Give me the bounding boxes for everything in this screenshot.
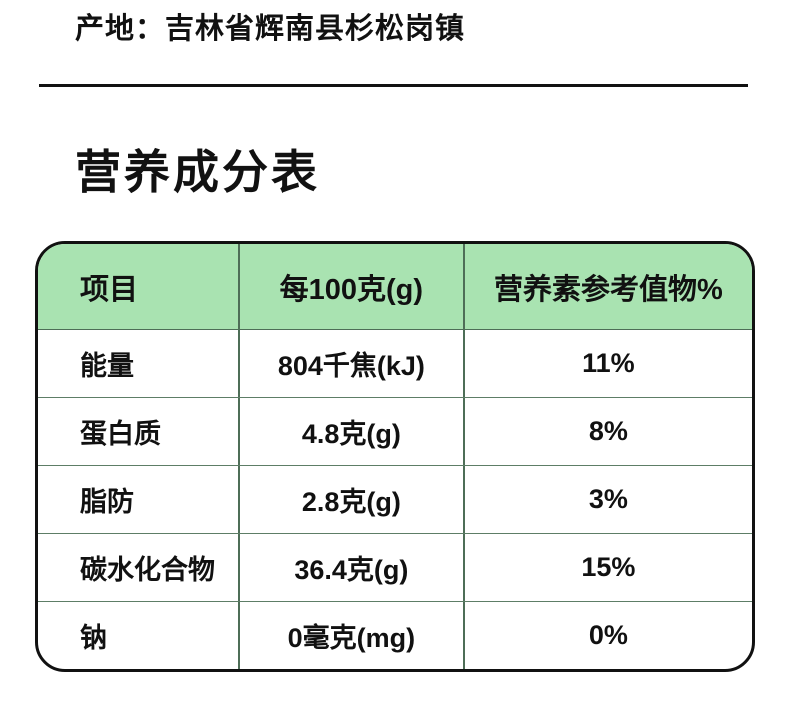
table-row-protein: 蛋白质 4.8克(g) 8% [38, 397, 752, 466]
cell-per100g: 4.8克(g) [237, 398, 463, 466]
table-row-sodium: 钠 0毫克(mg) 0% [38, 601, 752, 670]
header-cell-nrv: 营养素参考值物% [462, 244, 752, 330]
cell-item: 蛋白质 [80, 419, 161, 450]
cell-item: 能量 [80, 351, 134, 382]
cell-per100g: 36.4克(g) [237, 534, 463, 602]
cell-nrv: 3% [462, 466, 752, 534]
cell-nrv: 11% [462, 330, 752, 398]
nutrition-table: 项目 每100克(g) 营养素参考值物% 能量 804千焦(kJ) 11% 蛋白… [35, 241, 755, 673]
cell-nrv: 15% [462, 534, 752, 602]
table-row-energy: 能量 804千焦(kJ) 11% [38, 330, 752, 398]
nutrition-section-title: 营养成分表 [75, 145, 320, 198]
table-header-row: 项目 每100克(g) 营养素参考值物% [38, 244, 752, 331]
section-divider [39, 83, 748, 87]
cell-per100g: 0毫克(mg) [237, 602, 463, 670]
header-cell-item: 项目 [80, 273, 139, 306]
cell-nrv: 8% [462, 398, 752, 466]
table-row-carbohydrate: 碳水化合物 36.4克(g) 15% [38, 533, 752, 602]
header-cell-per100g: 每100克(g) [237, 244, 463, 330]
cell-per100g: 2.8克(g) [237, 466, 463, 534]
origin-text: 产地：吉林省辉南县杉松岗镇 [75, 13, 466, 45]
cell-item: 钠 [80, 623, 107, 654]
cell-nrv: 0% [462, 602, 752, 670]
cell-item: 碳水化合物 [80, 555, 215, 586]
table-row-fat: 脂防 2.8克(g) 3% [38, 465, 752, 534]
cell-per100g: 804千焦(kJ) [237, 330, 463, 398]
cell-item: 脂防 [80, 487, 134, 518]
